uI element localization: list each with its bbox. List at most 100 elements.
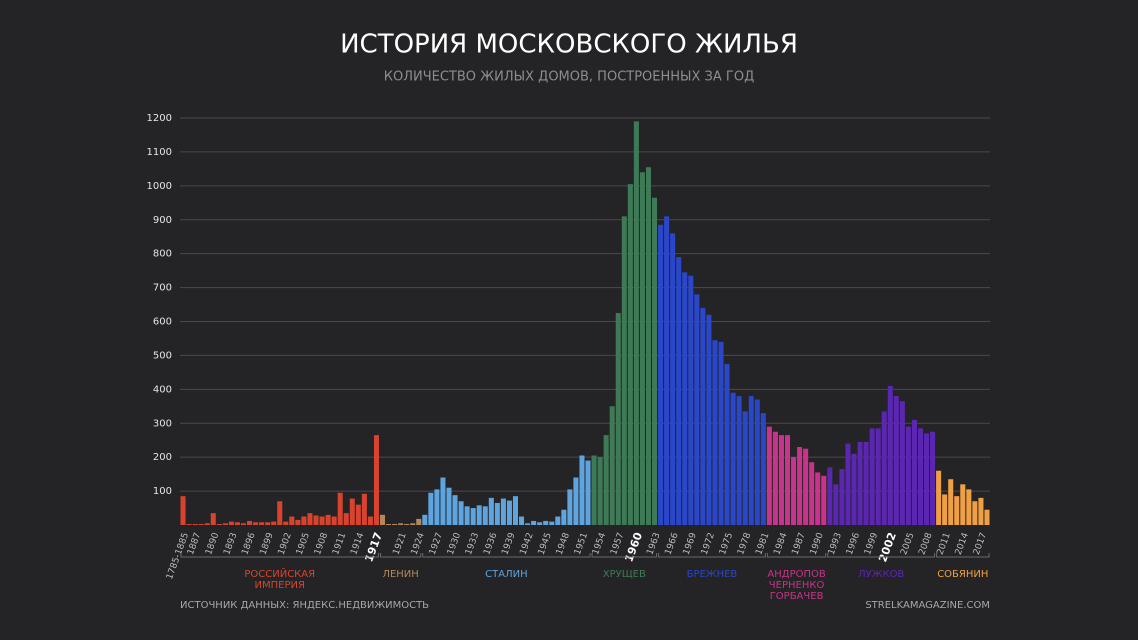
bar: [766, 426, 772, 525]
x-tick-label: 1908: [313, 531, 330, 556]
bar: [791, 457, 797, 525]
bar: [180, 496, 186, 525]
y-tick-label: 900: [153, 215, 172, 226]
x-tick-label: 1996: [845, 531, 862, 556]
bar: [446, 487, 452, 525]
x-tick-label: 1930: [446, 531, 463, 556]
bar: [881, 411, 887, 525]
era-label: СОБЯНИН: [937, 569, 989, 580]
bar: [573, 477, 579, 525]
bar: [525, 523, 531, 525]
bar: [361, 493, 367, 525]
bar: [658, 224, 664, 525]
bar: [531, 520, 537, 525]
y-tick-label: 1000: [147, 181, 172, 192]
x-tick-label: 1942: [519, 531, 536, 556]
x-tick-label: 1899: [259, 531, 276, 556]
bar: [803, 448, 809, 525]
bar: [549, 521, 555, 525]
credit: STRELKAMAGAZINE.COM: [865, 600, 990, 611]
bar: [839, 469, 845, 525]
bar: [561, 509, 567, 525]
bar: [754, 399, 760, 525]
bar: [319, 516, 325, 525]
bar: [809, 462, 815, 525]
era-bracket: [766, 553, 827, 558]
era-label: БРЕЖНЕВ: [686, 569, 738, 580]
x-tick-label: 1951: [573, 531, 590, 556]
bar: [706, 314, 712, 525]
era-bracket: [936, 553, 990, 558]
x-tick-label: 1933: [464, 531, 481, 556]
bar: [325, 514, 331, 525]
x-tick-label: 1954: [591, 531, 608, 556]
bar: [954, 496, 960, 525]
x-tick-label: 1893: [222, 531, 239, 556]
bar: [464, 506, 470, 525]
era-bracket: [591, 553, 658, 558]
bar: [222, 523, 228, 525]
x-tick-label: 1963: [645, 531, 662, 556]
x-tick-label: 1924: [410, 531, 427, 556]
bar: [887, 385, 893, 525]
bar: [512, 496, 519, 525]
bar: [277, 501, 283, 525]
y-tick-label: 100: [153, 486, 172, 497]
y-tick-label: 400: [153, 384, 172, 395]
y-tick-label: 500: [153, 350, 172, 361]
era-label: РОССИЙСКАЯ ИМПЕРИЯ: [244, 569, 316, 591]
x-tick-label: 1978: [736, 531, 753, 556]
era-bracket: [658, 553, 766, 558]
bar: [343, 513, 349, 525]
bar: [694, 294, 700, 525]
x-tick-label: 1990: [809, 531, 826, 556]
era-label: АНДРОПОВ ЧЕРНЕНКО ГОРБАЧЕВ: [767, 569, 826, 602]
bar: [434, 489, 440, 525]
bar: [585, 460, 591, 525]
bar: [313, 515, 319, 525]
x-tick-label: 1902: [277, 531, 294, 556]
bar: [271, 521, 277, 525]
bar: [216, 523, 222, 525]
bar: [379, 514, 386, 525]
bar: [355, 504, 361, 525]
bar: [688, 275, 694, 525]
bar: [416, 518, 422, 525]
bar: [942, 494, 948, 525]
x-tick-label: 1975: [718, 531, 735, 556]
bar: [283, 521, 289, 525]
bar: [410, 523, 416, 525]
bar: [815, 472, 821, 525]
bar: [373, 435, 379, 525]
bar: [917, 428, 924, 525]
bar: [978, 497, 984, 525]
bar: [597, 457, 603, 525]
bar: [234, 522, 240, 525]
bar: [700, 307, 706, 525]
bar: [621, 216, 627, 525]
x-tick-label: 1939: [500, 531, 517, 556]
x-tick-label: 1905: [295, 531, 312, 556]
bar: [905, 426, 911, 525]
x-tick-label: 1896: [240, 531, 257, 556]
bar: [851, 453, 857, 525]
bar: [422, 514, 428, 525]
bar: [253, 522, 259, 525]
bar: [265, 522, 271, 525]
bar: [301, 516, 307, 525]
bar: [730, 392, 736, 525]
bar: [627, 184, 633, 525]
bar: [833, 484, 839, 525]
y-tick-label: 1200: [147, 113, 172, 124]
x-tick-label: 2008: [917, 531, 934, 556]
bar: [349, 498, 355, 525]
bar: [639, 172, 645, 525]
bar: [609, 406, 615, 525]
x-tick-label: 1927: [428, 531, 445, 556]
bar: [869, 428, 875, 525]
bar: [458, 501, 464, 525]
bar: [555, 516, 561, 525]
bar: [784, 435, 791, 525]
